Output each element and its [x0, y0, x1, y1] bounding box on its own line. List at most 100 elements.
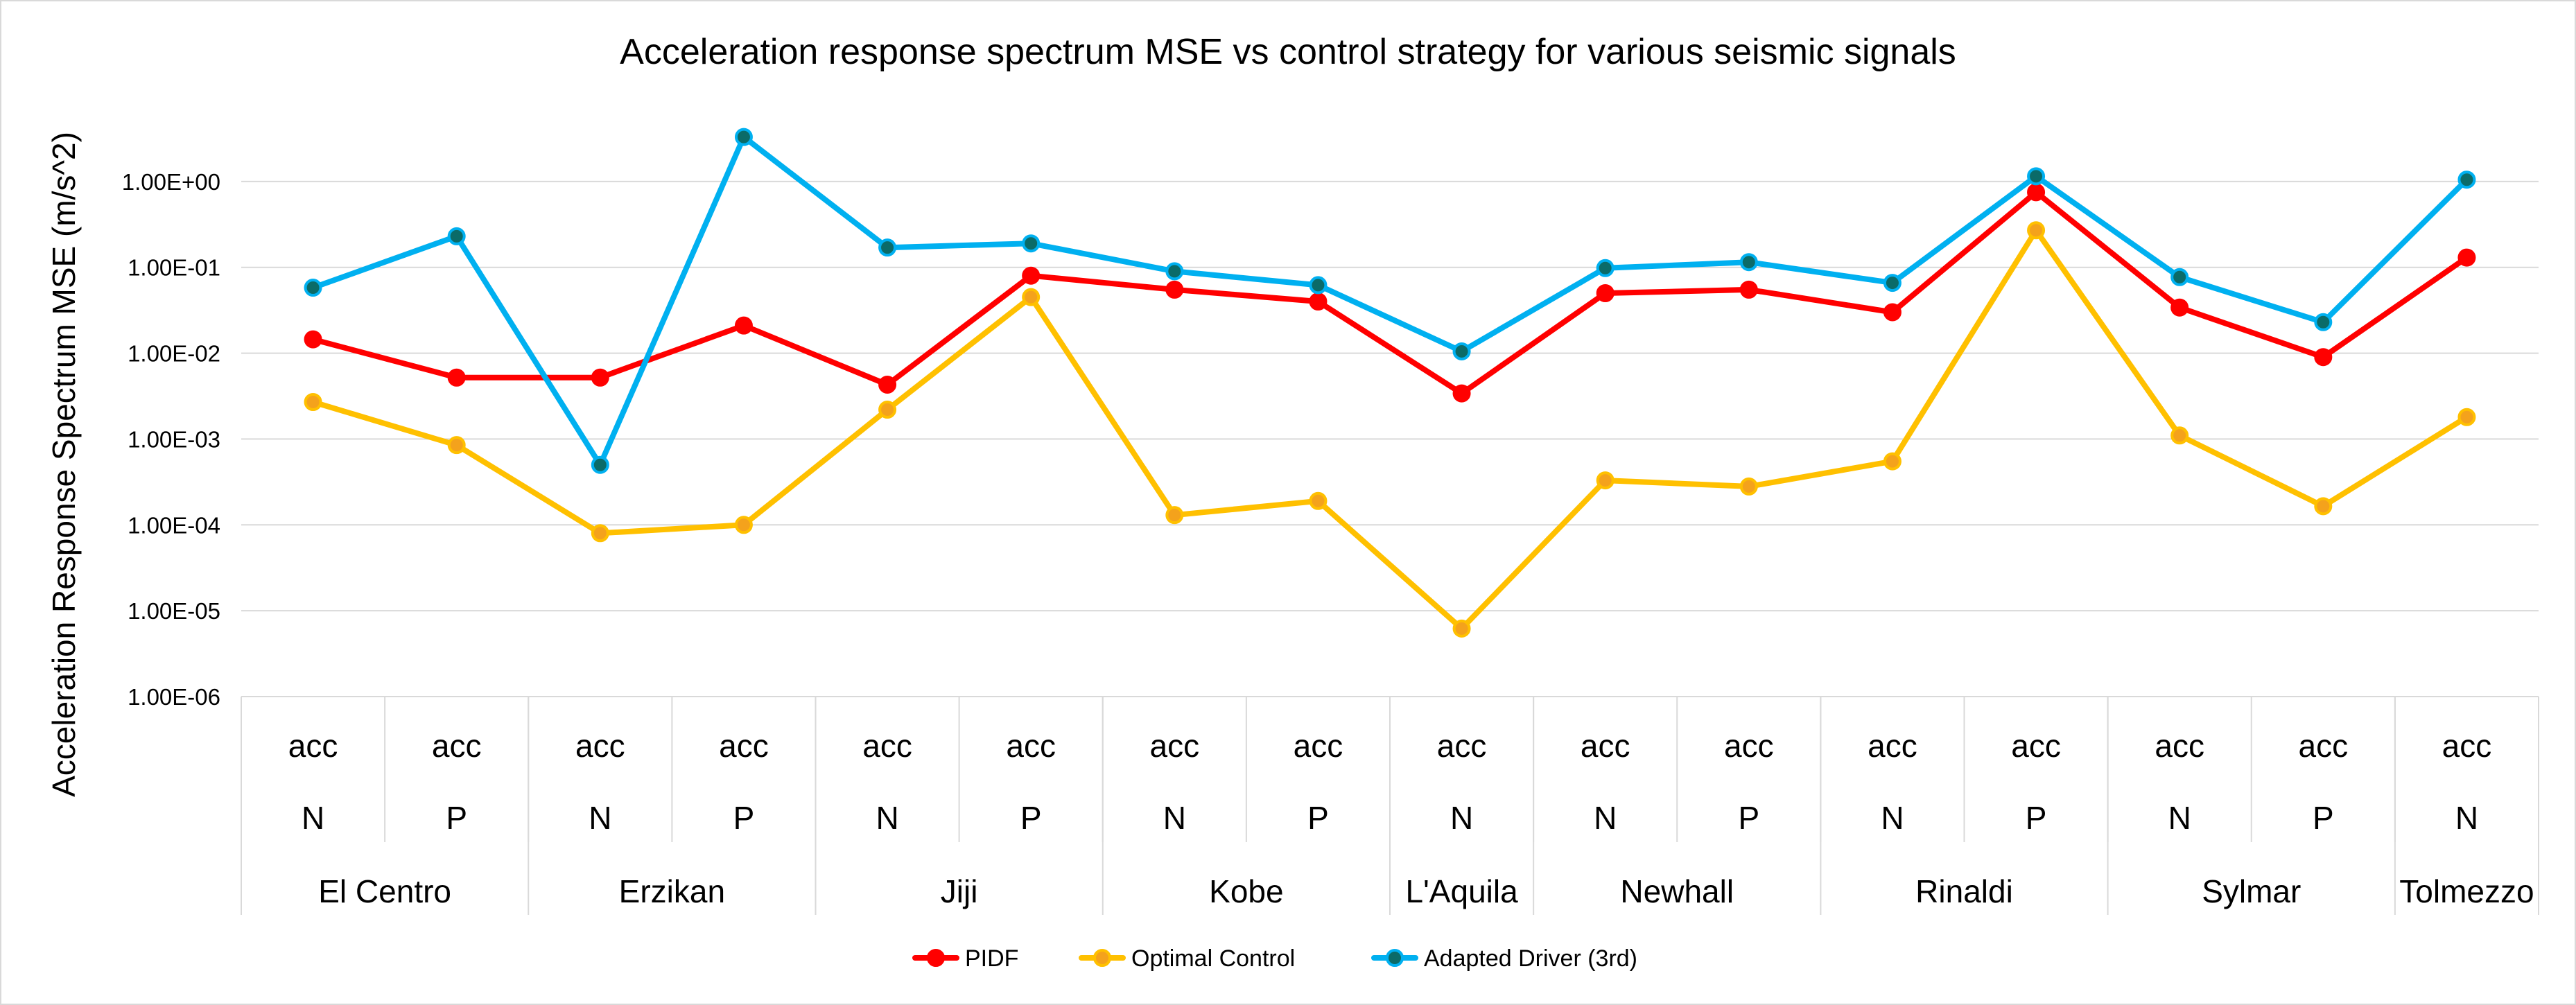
data-point: [734, 516, 753, 534]
category-label-l1: acc: [1150, 728, 1200, 764]
category-label-l2: P: [2313, 800, 2334, 836]
y-axis-label: Acceleration Response Spectrum MSE (m/s^…: [46, 132, 82, 797]
data-point: [1739, 280, 1758, 299]
data-point: [1452, 384, 1471, 403]
data-point: [1883, 452, 1901, 471]
category-label-l2: N: [1594, 800, 1617, 836]
data-point: [2314, 313, 2333, 331]
data-point: [304, 279, 322, 297]
data-point: [878, 401, 897, 419]
category-label-l2: P: [1307, 800, 1329, 836]
data-point: [447, 227, 466, 245]
data-point: [1165, 262, 1184, 281]
data-point: [1596, 259, 1615, 277]
category-label-l1: acc: [2155, 728, 2204, 764]
category-label-l1: acc: [2011, 728, 2061, 764]
data-point: [304, 393, 322, 412]
data-point: [734, 316, 753, 335]
category-label-l2: N: [1881, 800, 1904, 836]
category-label-l1: acc: [1724, 728, 1774, 764]
chart-title: Acceleration response spectrum MSE vs co…: [620, 32, 1956, 72]
category-label-l2: N: [2168, 800, 2191, 836]
data-point: [447, 436, 466, 455]
data-point: [2457, 408, 2476, 426]
category-label-l1: acc: [1294, 728, 1343, 764]
data-point: [591, 368, 609, 387]
data-point: [1165, 506, 1184, 525]
data-point: [1739, 477, 1758, 496]
data-point: [1309, 491, 1328, 510]
data-point: [878, 238, 897, 257]
category-group-label: El Centro: [318, 873, 451, 909]
category-label-l1: acc: [1581, 728, 1630, 764]
data-point: [447, 368, 466, 387]
legend-label: Optimal Control: [1131, 945, 1295, 972]
data-point: [1739, 253, 1758, 272]
y-tick-label: 1.00E-04: [128, 512, 220, 538]
category-label-l1: acc: [1437, 728, 1487, 764]
category-label-l1: acc: [2299, 728, 2349, 764]
legend-marker: [927, 949, 945, 967]
data-point: [1165, 280, 1184, 299]
data-point: [1022, 288, 1041, 306]
category-label-l1: acc: [575, 728, 625, 764]
data-point: [2027, 183, 2046, 202]
data-point: [1596, 471, 1615, 490]
y-tick-label: 1.00E-03: [128, 426, 220, 452]
data-point: [1452, 619, 1471, 638]
data-point: [1309, 276, 1328, 295]
legend-label: Adapted Driver (3rd): [1424, 945, 1637, 972]
data-point: [2170, 426, 2189, 445]
y-tick-label: 1.00E-02: [128, 341, 220, 367]
category-group-label: Jiji: [941, 873, 978, 909]
category-label-l2: N: [302, 800, 324, 836]
data-point: [1452, 342, 1471, 360]
data-point: [1022, 234, 1041, 253]
y-axis-ticks: 1.00E-06 1.00E-05 1.00E-04 1.00E-03 1.00E-02…: [122, 169, 220, 710]
legend-label: PIDF: [965, 945, 1018, 972]
legend: PIDF Optimal Control Adapted Driver (3rd): [912, 945, 1637, 972]
category-label-l2: P: [733, 800, 755, 836]
data-point: [878, 375, 897, 394]
data-point: [2170, 298, 2189, 317]
gridlines: [241, 180, 2539, 612]
x-axis-categories: acc acc acc acc acc acc acc acc acc acc acc acc acc a…: [241, 696, 2539, 915]
legend-marker: [1386, 949, 1404, 967]
category-label-l1: acc: [862, 728, 912, 764]
data-point: [2457, 171, 2476, 189]
data-point: [2457, 248, 2476, 267]
data-point: [2170, 268, 2189, 286]
data-point: [304, 330, 322, 349]
category-group-label: Kobe: [1209, 873, 1283, 909]
data-point: [1883, 303, 1901, 322]
category-label-l2: N: [1163, 800, 1186, 836]
series-line: [310, 227, 2470, 631]
data-point: [2027, 221, 2046, 240]
data-point: [1309, 292, 1328, 311]
category-label-l2: P: [1738, 800, 1759, 836]
data-point: [591, 455, 609, 474]
y-tick-label: 1.00E-06: [128, 684, 220, 710]
data-point: [734, 128, 753, 146]
category-label-l2: N: [1450, 800, 1473, 836]
y-tick-label: 1.00E-05: [128, 598, 220, 624]
category-group-label: L'Aquila: [1405, 873, 1518, 909]
category-label-l2: P: [2026, 800, 2047, 836]
category-label-l2: P: [446, 800, 467, 836]
category-group-label: Sylmar: [2202, 873, 2301, 909]
data-point: [2314, 348, 2333, 367]
data-point: [1596, 283, 1615, 302]
data-point: [591, 524, 609, 543]
legend-marker: [1093, 949, 1111, 967]
category-label-l1: acc: [432, 728, 482, 764]
category-label-l1: acc: [288, 728, 338, 764]
data-point: [1883, 274, 1901, 292]
data-point: [2314, 497, 2333, 516]
category-group-label: Tolmezzo: [2399, 873, 2534, 909]
category-label-l1: acc: [1868, 728, 1917, 764]
y-tick-label: 1.00E-01: [128, 255, 220, 281]
category-label-l2: N: [589, 800, 611, 836]
category-group-label: Erzikan: [619, 873, 725, 909]
